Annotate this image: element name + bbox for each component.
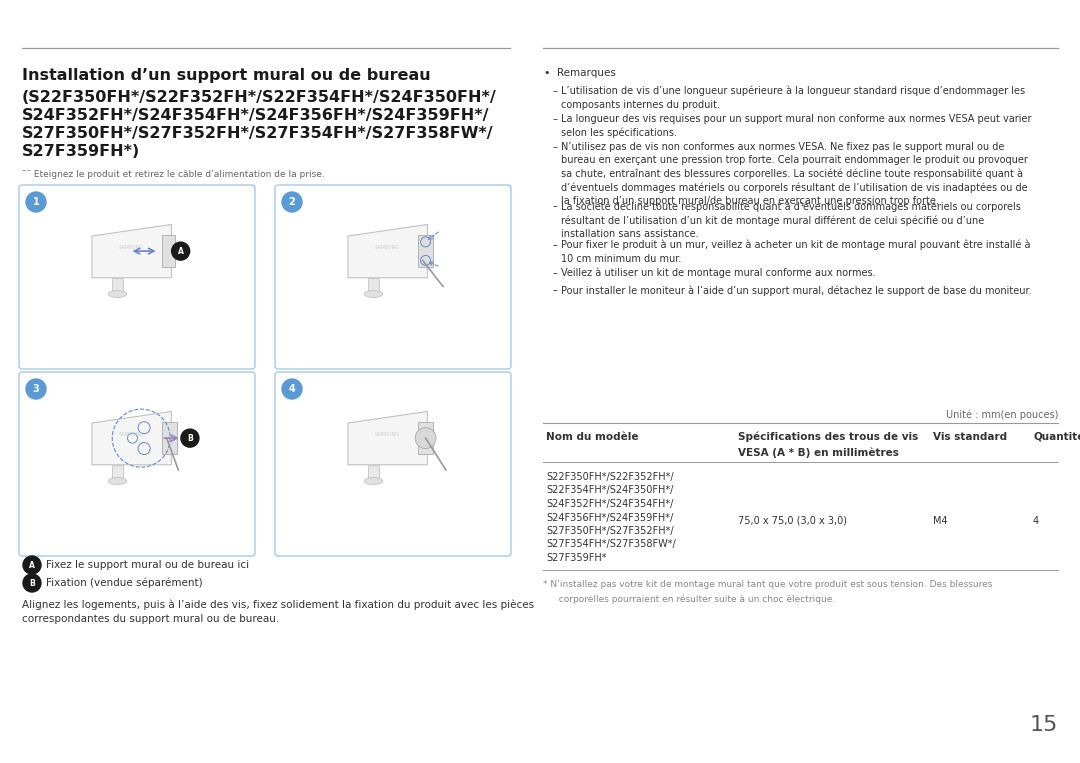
Text: La société décline toute responsabilité quant à d’éventuels dommages matériels o: La société décline toute responsabilité … bbox=[561, 201, 1021, 239]
FancyBboxPatch shape bbox=[275, 185, 511, 369]
Circle shape bbox=[23, 556, 41, 574]
Text: S22F350FH*/S22F352FH*/: S22F350FH*/S22F352FH*/ bbox=[546, 472, 674, 482]
Circle shape bbox=[420, 256, 431, 266]
Text: 2: 2 bbox=[288, 197, 295, 207]
Circle shape bbox=[26, 192, 46, 212]
Polygon shape bbox=[112, 278, 123, 291]
Ellipse shape bbox=[108, 478, 126, 485]
Polygon shape bbox=[92, 224, 172, 278]
Polygon shape bbox=[162, 422, 177, 454]
Text: 4: 4 bbox=[288, 384, 295, 394]
Text: Unité : mm(en pouces): Unité : mm(en pouces) bbox=[946, 410, 1058, 420]
Text: S27F359FH*): S27F359FH*) bbox=[22, 144, 140, 159]
Text: Fixation (vendue séparément): Fixation (vendue séparément) bbox=[46, 578, 203, 588]
Text: B: B bbox=[29, 578, 35, 588]
Polygon shape bbox=[418, 235, 433, 267]
Circle shape bbox=[420, 237, 431, 247]
Text: Alignez les logements, puis à l’aide des vis, fixez solidement la fixation du pr: Alignez les logements, puis à l’aide des… bbox=[22, 600, 535, 624]
Text: •: • bbox=[543, 68, 550, 78]
Text: S24F352FH*/S24F354FH*/: S24F352FH*/S24F354FH*/ bbox=[546, 499, 673, 509]
FancyBboxPatch shape bbox=[275, 372, 511, 556]
Text: 15: 15 bbox=[1029, 715, 1058, 735]
Text: 4: 4 bbox=[1032, 516, 1039, 526]
Text: –: – bbox=[553, 285, 558, 295]
Polygon shape bbox=[92, 411, 172, 465]
Text: Vis standard: Vis standard bbox=[933, 432, 1008, 442]
Text: S22F354FH*/S24F350FH*/: S22F354FH*/S24F350FH*/ bbox=[546, 485, 673, 495]
Text: SAMSUNG: SAMSUNG bbox=[119, 432, 144, 437]
Text: –: – bbox=[553, 201, 558, 211]
Text: L’utilisation de vis d’une longueur supérieure à la longueur standard risque d’e: L’utilisation de vis d’une longueur supé… bbox=[561, 86, 1025, 110]
Text: Spécifications des trous de vis: Spécifications des trous de vis bbox=[738, 432, 918, 443]
Text: SAMSUNG: SAMSUNG bbox=[119, 245, 144, 250]
Text: Nom du modèle: Nom du modèle bbox=[546, 432, 638, 442]
Text: (S22F350FH*/S22F352FH*/S22F354FH*/S24F350FH*/: (S22F350FH*/S22F352FH*/S22F354FH*/S24F35… bbox=[22, 90, 497, 105]
Polygon shape bbox=[348, 411, 428, 465]
Text: ¯¯ Eteignez le produit et retirez le câble d’alimentation de la prise.: ¯¯ Eteignez le produit et retirez le câb… bbox=[22, 170, 325, 179]
Text: Installation d’un support mural ou de bureau: Installation d’un support mural ou de bu… bbox=[22, 68, 431, 83]
Text: S27F350FH*/S27F352FH*/S27F354FH*/S27F358FW*/: S27F350FH*/S27F352FH*/S27F354FH*/S27F358… bbox=[22, 126, 494, 141]
FancyBboxPatch shape bbox=[19, 185, 255, 369]
Circle shape bbox=[415, 428, 436, 449]
Text: Veillez à utiliser un kit de montage mural conforme aux normes.: Veillez à utiliser un kit de montage mur… bbox=[561, 268, 876, 278]
Polygon shape bbox=[368, 465, 379, 478]
Text: –: – bbox=[553, 86, 558, 96]
Text: VESA (A * B) en millimètres: VESA (A * B) en millimètres bbox=[738, 447, 899, 458]
Text: –: – bbox=[553, 240, 558, 250]
Circle shape bbox=[26, 379, 46, 399]
Circle shape bbox=[172, 242, 190, 260]
Text: 75,0 x 75,0 (3,0 x 3,0): 75,0 x 75,0 (3,0 x 3,0) bbox=[738, 516, 847, 526]
Text: SAMSUNG: SAMSUNG bbox=[375, 245, 400, 250]
Text: SAMSUNG: SAMSUNG bbox=[375, 432, 400, 437]
Text: Remarques: Remarques bbox=[557, 68, 616, 78]
Text: corporelles pourraient en résulter suite à un choc électrique.: corporelles pourraient en résulter suite… bbox=[553, 594, 835, 604]
Text: B: B bbox=[187, 433, 193, 443]
FancyBboxPatch shape bbox=[19, 372, 255, 556]
Ellipse shape bbox=[108, 291, 126, 298]
Text: S24F356FH*/S24F359FH*/: S24F356FH*/S24F359FH*/ bbox=[546, 513, 673, 523]
Text: 3: 3 bbox=[32, 384, 39, 394]
Text: Fixez le support mural ou de bureau ici: Fixez le support mural ou de bureau ici bbox=[46, 560, 249, 570]
Polygon shape bbox=[112, 465, 123, 478]
Polygon shape bbox=[162, 235, 175, 267]
Text: S24F352FH*/S24F354FH*/S24F356FH*/S24F359FH*/: S24F352FH*/S24F354FH*/S24F356FH*/S24F359… bbox=[22, 108, 489, 123]
Text: –: – bbox=[553, 268, 558, 278]
Text: S27F350FH*/S27F352FH*/: S27F350FH*/S27F352FH*/ bbox=[546, 526, 674, 536]
Text: Quantité: Quantité bbox=[1032, 432, 1080, 442]
Ellipse shape bbox=[364, 478, 382, 485]
Text: N’utilisez pas de vis non conformes aux normes VESA. Ne fixez pas le support mur: N’utilisez pas de vis non conformes aux … bbox=[561, 142, 1028, 206]
Circle shape bbox=[282, 192, 302, 212]
Polygon shape bbox=[368, 278, 379, 291]
Polygon shape bbox=[418, 422, 433, 454]
Text: S27F354FH*/S27F358FW*/: S27F354FH*/S27F358FW*/ bbox=[546, 539, 676, 549]
Circle shape bbox=[23, 574, 41, 592]
Text: Pour installer le moniteur à l’aide d’un support mural, détachez le support de b: Pour installer le moniteur à l’aide d’un… bbox=[561, 285, 1031, 296]
Text: 1: 1 bbox=[32, 197, 39, 207]
Text: M4: M4 bbox=[933, 516, 947, 526]
Text: La longueur des vis requises pour un support mural non conforme aux normes VESA : La longueur des vis requises pour un sup… bbox=[561, 114, 1031, 138]
Text: A: A bbox=[29, 561, 35, 569]
Circle shape bbox=[181, 429, 199, 447]
Circle shape bbox=[282, 379, 302, 399]
Ellipse shape bbox=[364, 291, 382, 298]
Text: –: – bbox=[553, 114, 558, 124]
Text: A: A bbox=[178, 246, 184, 256]
Polygon shape bbox=[348, 224, 428, 278]
Text: S27F359FH*: S27F359FH* bbox=[546, 553, 607, 563]
Text: Pour fixer le produit à un mur, veillez à acheter un kit de montage mural pouvan: Pour fixer le produit à un mur, veillez … bbox=[561, 240, 1030, 264]
Text: * N’installez pas votre kit de montage mural tant que votre produit est sous ten: * N’installez pas votre kit de montage m… bbox=[543, 580, 993, 589]
Text: –: – bbox=[553, 142, 558, 152]
